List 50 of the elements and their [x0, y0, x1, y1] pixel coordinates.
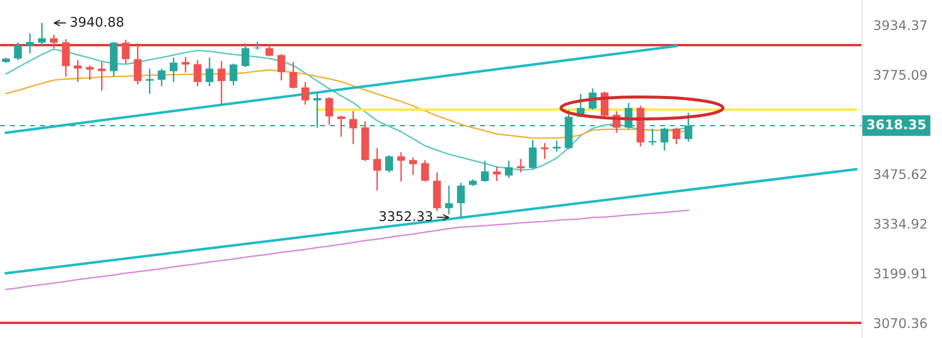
y-tick-label: 3334.92: [874, 218, 926, 229]
candlestick: [648, 128, 656, 146]
candlestick: [38, 22, 46, 47]
candlestick: [134, 42, 142, 85]
candlestick: [182, 56, 190, 74]
candlestick: [672, 126, 680, 145]
y-tick-label: 3475.62: [874, 169, 926, 180]
candlestick: [98, 61, 106, 92]
candlestick: [146, 68, 154, 95]
candlestick: [50, 34, 58, 49]
line-series: [5, 210, 690, 290]
candlestick: [373, 147, 382, 192]
candlestick: [122, 39, 130, 64]
candlestick: [409, 156, 417, 176]
annotation: 3940.88: [70, 16, 124, 27]
candlestick: [194, 59, 202, 87]
y-tick-label: 3775.09: [874, 70, 927, 80]
y-tick-label: 3199.91: [874, 268, 926, 278]
candlestick: [62, 38, 70, 78]
annotation: 3352.33: [380, 211, 432, 222]
candlestick: [301, 81, 310, 106]
candlestick: [480, 160, 489, 182]
candlestick: [242, 42, 250, 68]
candlestick: [397, 152, 405, 182]
y-tick-label: 3934.37: [874, 20, 927, 30]
candlestick: [421, 159, 429, 182]
candlestick: [504, 160, 513, 179]
candlestick: [277, 53, 286, 82]
candlestick: [218, 60, 226, 106]
candlestick: [349, 110, 358, 145]
ref-line-label: 3618.35: [867, 119, 926, 130]
y-tick-label: 3070.36: [874, 318, 927, 328]
candlestick: [206, 56, 214, 87]
candlestick: [265, 44, 274, 58]
candlestick: [74, 59, 82, 83]
candlestick: [457, 182, 465, 218]
candlestick: [516, 158, 525, 174]
candlestick: [26, 32, 34, 54]
candlestick: [385, 154, 393, 174]
candlestick: [337, 115, 346, 138]
candlestick: [230, 62, 238, 86]
candlestick: [289, 61, 298, 90]
candlestick: [14, 42, 22, 61]
candlestick: [86, 64, 94, 80]
candlestick: [325, 96, 334, 126]
candlestick: [170, 56, 178, 83]
candlestick: [528, 139, 537, 170]
candlestick: [492, 166, 501, 182]
candlestick: [158, 68, 166, 87]
candlestick: [445, 184, 453, 215]
